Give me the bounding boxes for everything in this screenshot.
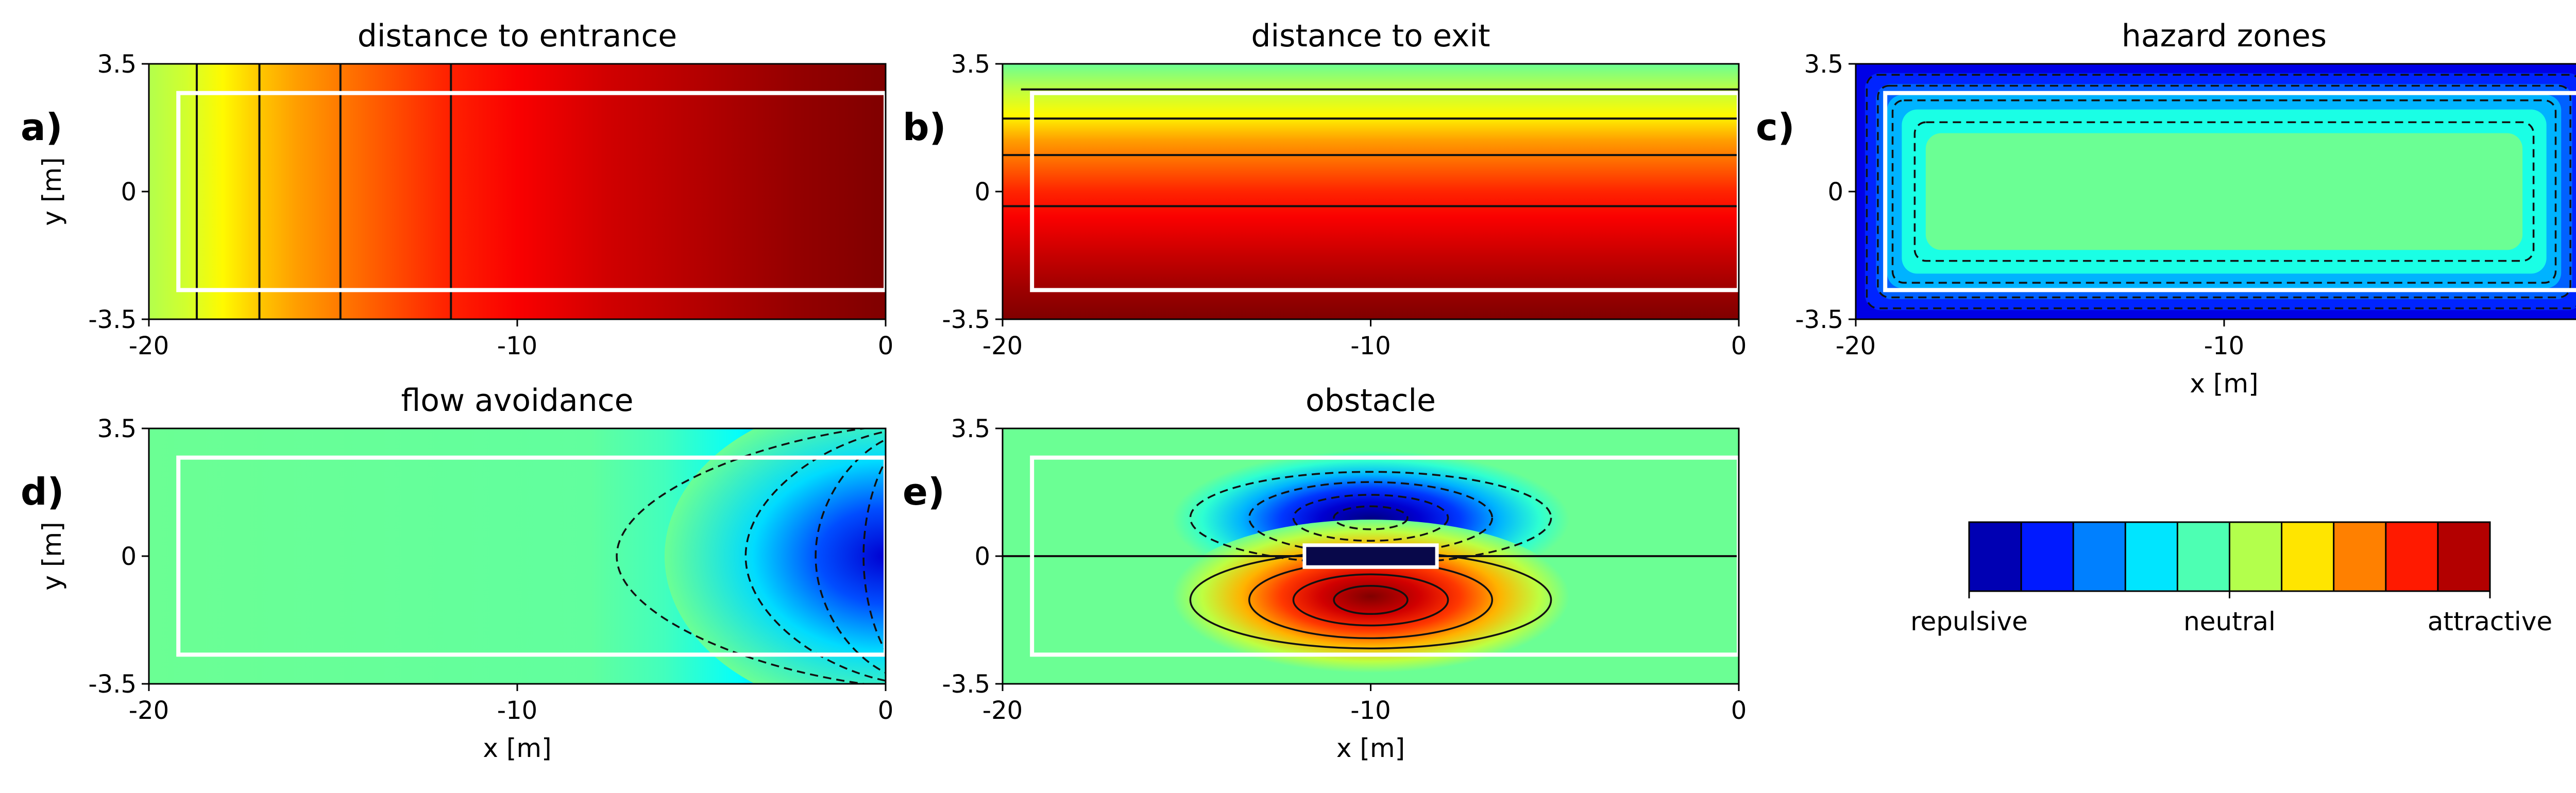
panel-label-b: b): [903, 106, 946, 149]
x-tick-label-e-2: 0: [1731, 696, 1747, 725]
contour-line-d-1: [744, 430, 886, 682]
y-tick-label-b-0: -3.5: [942, 305, 990, 334]
y-tick-label-a-1: 0: [121, 178, 137, 206]
colorbar-swatch-0: [1969, 522, 2022, 591]
contour-line-c-3: [1913, 121, 2535, 262]
contour-line-d-2: [815, 438, 886, 674]
contour-line-e-bot-3: [1333, 584, 1409, 615]
x-tick-label-d-0: -20: [129, 696, 169, 725]
colorbar-swatch-8: [2385, 522, 2438, 591]
panel-label-e: e): [903, 470, 945, 513]
panel-a: -20 -10 0 -3.5 0 3.5 distance to entrance y [m]…: [21, 18, 893, 360]
y-tick-label-b-2: 3.5: [951, 50, 990, 79]
x-tick-label-a-2: 0: [878, 332, 894, 360]
obstacle-block: [1302, 543, 1439, 569]
panel-title-e: obstacle: [1306, 383, 1436, 419]
y-axis-label-d: y [m]: [37, 522, 67, 590]
x-axis-label-d: x [m]: [483, 733, 551, 763]
x-tick-label-d-2: 0: [878, 696, 894, 725]
contour-line-d-0: [616, 428, 871, 684]
y-tick-label-a-0: -3.5: [88, 305, 137, 334]
y-tick-label-e-1: 0: [974, 542, 990, 571]
contour-line-c-2: [1891, 99, 2557, 284]
y-tick-label-c-2: 3.5: [1804, 50, 1843, 79]
field-a: [149, 64, 886, 319]
flow-core: [665, 428, 886, 684]
y-tick-label-c-0: -3.5: [1795, 305, 1843, 334]
colorbar-swatch-1: [2021, 522, 2074, 591]
panel-title-a: distance to entrance: [358, 18, 677, 54]
corridor-boundary-a: [176, 91, 886, 292]
field-b: [1003, 64, 1739, 319]
heatmap-b: [1003, 64, 1739, 319]
colorbar-swatch-3: [2125, 522, 2178, 591]
y-tick-label-c-1: 0: [1827, 178, 1843, 206]
contour-line-e-top-1: [1248, 481, 1494, 555]
y-axis-label-a: y [m]: [37, 157, 67, 226]
contour-line-c-1: [1877, 84, 2571, 299]
x-tick-label-b-2: 0: [1731, 332, 1747, 360]
colorbar-swatch-5: [2229, 522, 2282, 591]
x-tick-label-e-0: -20: [982, 696, 1023, 725]
colorbar-label-attractive: attractive: [2428, 607, 2552, 636]
y-tick-label-a-2: 3.5: [97, 50, 137, 79]
panel-label-c: c): [1756, 106, 1795, 149]
colorbar-swatch-4: [2177, 522, 2230, 591]
colorbar-swatch-7: [2333, 522, 2386, 591]
heatmap-a: [149, 64, 886, 319]
y-tick-label-d-0: -3.5: [88, 670, 137, 699]
corridor-boundary-c: [1883, 91, 2576, 292]
corridor-boundary-d: [176, 455, 886, 657]
x-tick-label-d-1: -10: [497, 696, 537, 725]
heatmap-c: [1856, 64, 2576, 319]
x-tick-label-c-0: -20: [1836, 332, 1876, 360]
heatmap-e: [1003, 428, 1739, 684]
y-tick-label-e-2: 3.5: [951, 415, 990, 443]
contour-line-e-top-2: [1292, 494, 1449, 542]
colorbar-label-neutral: neutral: [2183, 607, 2276, 636]
x-tick-label-b-0: -20: [982, 332, 1023, 360]
panel-e: -20 -10 0 -3.5 0 3.5 obstacle x [m] e): [903, 383, 1747, 763]
x-tick-label-b-1: -10: [1350, 332, 1391, 360]
colorbar-label-repulsive: repulsive: [1910, 607, 2028, 636]
panel-label-d: d): [21, 470, 64, 513]
corridor-boundary-b: [1030, 91, 1739, 292]
x-tick-label-a-0: -20: [129, 332, 169, 360]
attractive-lobe: [1172, 520, 1570, 673]
y-tick-label-e-0: -3.5: [942, 670, 990, 699]
x-tick-label-c-1: -10: [2204, 332, 2244, 360]
y-tick-label-d-1: 0: [121, 542, 137, 571]
x-axis-label-e: x [m]: [1336, 733, 1405, 763]
panel-title-d: flow avoidance: [401, 383, 633, 419]
colorbar-swatch-2: [2073, 522, 2126, 591]
colorbar-swatch-9: [2437, 522, 2490, 591]
y-tick-label-b-1: 0: [974, 178, 990, 206]
corridor-boundary-e: [1030, 455, 1739, 657]
panel-title-b: distance to exit: [1251, 18, 1490, 54]
panel-label-a: a): [21, 106, 63, 149]
x-tick-label-e-1: -10: [1350, 696, 1391, 725]
contour-line-e-bot-2: [1292, 573, 1449, 627]
x-tick-label-a-1: -10: [497, 332, 537, 360]
colorbar: repulsive neutral attractive: [1910, 521, 2552, 636]
panel-b: -20 -10 0 -3.5 0 3.5 distance to exit b): [903, 18, 1747, 360]
contour-line-e-top-3: [1333, 505, 1409, 530]
y-tick-label-d-2: 3.5: [97, 415, 137, 443]
panel-d: -20 -10 0 -3.5 0 3.5 flow avoidance x [m] y [m] d…: [21, 383, 894, 763]
colorbar-swatch-6: [2281, 522, 2334, 591]
hazard-band-5: [1925, 133, 2523, 250]
heatmap-d: [149, 428, 886, 684]
x-axis-label-c: x [m]: [2190, 369, 2258, 399]
panel-title-c: hazard zones: [2122, 18, 2327, 54]
